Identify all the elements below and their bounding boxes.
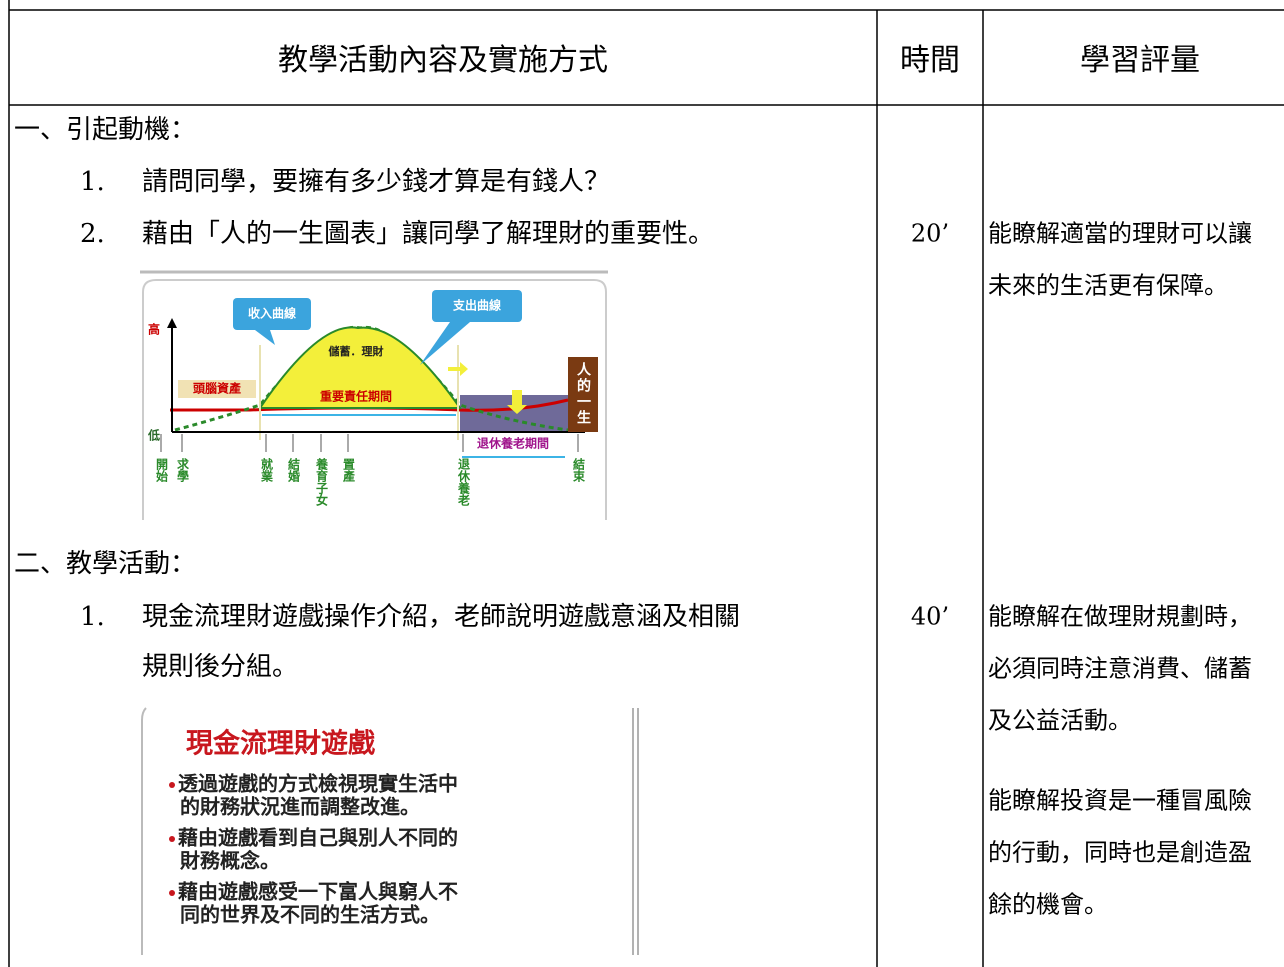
assessment: 餘的機會。 <box>988 891 1108 919</box>
item-text: 規則後分組。 <box>142 652 298 682</box>
chart-label: 收入曲線 <box>248 306 296 321</box>
table-grid <box>8 0 1284 967</box>
stage-label: 退休養老 <box>457 458 471 507</box>
assessment: 及公益活動。 <box>988 707 1132 735</box>
bullet-text: 藉由遊戲看到自己與別人不同的 <box>177 826 458 850</box>
bullet-dot <box>169 836 175 842</box>
bullet-dot <box>169 782 175 788</box>
stage-label: 就業 <box>260 457 274 483</box>
bullet-text: 藉由遊戲感受一下富人與窮人不 <box>177 880 458 904</box>
assessment: 未來的生活更有保障。 <box>988 272 1228 300</box>
stage-label: 求學 <box>176 457 190 483</box>
stage-label: 結束 <box>572 457 586 483</box>
item-number: 1. <box>80 167 105 197</box>
stage-label: 養育子女 <box>315 457 329 507</box>
item-text: 請問同學，要擁有多少錢才算是有錢人？ <box>142 167 610 197</box>
bullet-text: 的財務狀況進而調整改進。 <box>180 795 420 819</box>
stage-label: 開始 <box>155 458 169 483</box>
stage-label: 結婚 <box>287 457 301 483</box>
item-text: 現金流理財遊戲操作介紹，老師說明遊戲意涵及相關 <box>142 602 740 632</box>
section-heading: 二、教學活動： <box>14 549 196 579</box>
section-heading: 一、引起動機： <box>14 115 196 145</box>
bullet-text: 透過遊戲的方式檢視現實生活中 <box>178 772 458 796</box>
item-text: 藉由「人的一生圖表」讓同學了解理財的重要性。 <box>142 219 714 249</box>
chart-label: 支出曲線 <box>452 298 501 313</box>
assessment: 能瞭解投資是一種冒風險 <box>988 787 1252 815</box>
header-cell: 時間 <box>900 43 960 78</box>
chart-label: 人的一生 <box>575 361 591 426</box>
item-number: 1. <box>80 602 105 632</box>
header-cell: 學習評量 <box>1080 43 1200 78</box>
assessment: 能瞭解適當的理財可以讓 <box>988 220 1252 248</box>
assessment: 的行動，同時也是創造盈 <box>988 839 1252 867</box>
chart-label: 高 <box>148 322 160 337</box>
chart-label: 儲蓄．理財 <box>328 344 384 358</box>
assessment: 能瞭解在做理財規劃時， <box>988 603 1252 631</box>
bullet-dot <box>169 890 175 896</box>
slide-title: 現金流理財遊戲 <box>186 728 375 760</box>
slide <box>141 707 639 955</box>
stage-label: 置產 <box>342 458 356 483</box>
chart-label: 頭腦資產 <box>193 381 241 396</box>
chart-label: 退休養老期間 <box>477 436 549 451</box>
life-chart <box>140 270 608 520</box>
chart-label: 低 <box>147 428 160 443</box>
header-cell: 教學活動內容及實施方式 <box>278 43 608 78</box>
assessment: 必須同時注意消費、儲蓄 <box>988 655 1252 683</box>
item-number: 2. <box>80 219 105 249</box>
chart-label: 重要責任期間 <box>320 389 392 404</box>
time: 40’ <box>911 603 949 631</box>
bullet-text: 財務概念。 <box>180 849 280 873</box>
bullet-text: 同的世界及不同的生活方式。 <box>180 903 440 927</box>
time: 20’ <box>911 220 949 248</box>
